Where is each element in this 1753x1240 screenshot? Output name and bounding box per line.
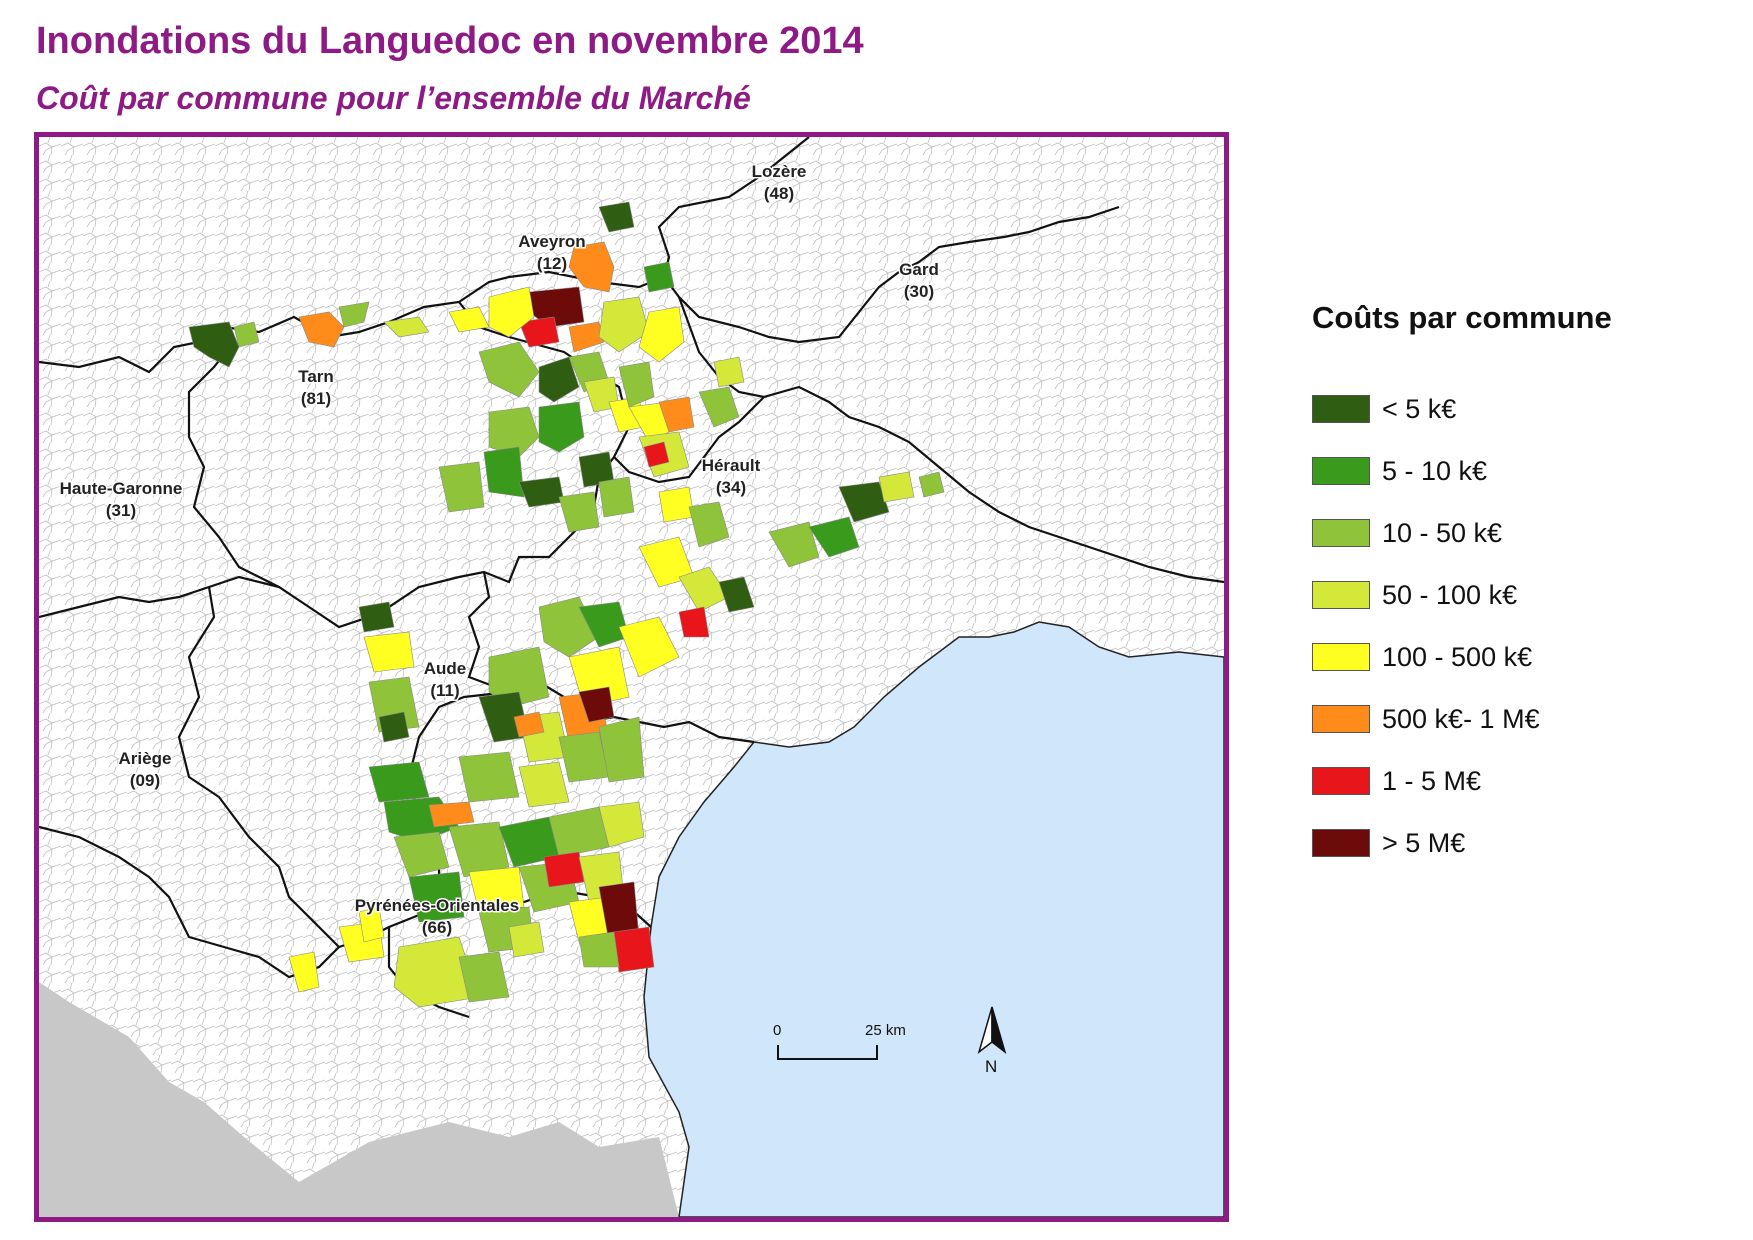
legend-swatch bbox=[1312, 643, 1370, 671]
legend-swatch bbox=[1312, 581, 1370, 609]
dept-code-lozere: (48) bbox=[764, 184, 794, 203]
scale-bar: 0 25 km bbox=[773, 1022, 906, 1060]
legend-swatch bbox=[1312, 705, 1370, 733]
dept-label-lozere: Lozère bbox=[752, 162, 807, 181]
dept-label-tarn: Tarn bbox=[298, 367, 334, 386]
legend-title: Coûts par commune bbox=[1312, 300, 1612, 335]
outside-area bbox=[39, 982, 679, 1217]
legend-swatch bbox=[1312, 395, 1370, 423]
dept-label-ariege: Ariège bbox=[119, 749, 172, 768]
dept-code-aude: (11) bbox=[430, 681, 459, 700]
commune-cost-patches bbox=[188, 201, 945, 1008]
legend: Coûts par commune < 5 k€ 5 - 10 k€ 10 - … bbox=[1312, 300, 1612, 874]
map-canvas: Lozère (48) Aveyron (12) Gard (30) Tarn … bbox=[39, 137, 1224, 1217]
legend-label: 10 - 50 k€ bbox=[1382, 517, 1503, 548]
dept-code-gard: (30) bbox=[904, 282, 934, 301]
legend-item: 5 - 10 k€ bbox=[1312, 440, 1612, 502]
legend-label: 1 - 5 M€ bbox=[1382, 765, 1482, 796]
legend-item: 50 - 100 k€ bbox=[1312, 564, 1612, 626]
north-arrow-icon: N bbox=[977, 1006, 1007, 1076]
legend-item: 10 - 50 k€ bbox=[1312, 502, 1612, 564]
legend-swatch bbox=[1312, 767, 1370, 795]
legend-swatch bbox=[1312, 457, 1370, 485]
sea-area bbox=[643, 621, 1224, 1217]
dept-label-haute-garonne: Haute-Garonne bbox=[60, 479, 183, 498]
dept-label-aveyron: Aveyron bbox=[518, 232, 585, 251]
dept-code-aveyron: (12) bbox=[537, 254, 567, 273]
dept-code-herault: (34) bbox=[716, 478, 746, 497]
dept-label-herault: Hérault bbox=[702, 456, 761, 475]
legend-label: 500 k€- 1 M€ bbox=[1382, 703, 1540, 734]
legend-item: 500 k€- 1 M€ bbox=[1312, 688, 1612, 750]
dept-code-haute-garonne: (31) bbox=[106, 501, 136, 520]
legend-item: > 5 M€ bbox=[1312, 812, 1612, 874]
dept-label-aude: Aude bbox=[424, 659, 467, 678]
legend-label: > 5 M€ bbox=[1382, 827, 1466, 858]
legend-swatch bbox=[1312, 519, 1370, 547]
dept-code-tarn: (81) bbox=[301, 389, 331, 408]
map-frame: Lozère (48) Aveyron (12) Gard (30) Tarn … bbox=[34, 132, 1229, 1222]
legend-item: < 5 k€ bbox=[1312, 378, 1612, 440]
legend-label: 5 - 10 k€ bbox=[1382, 455, 1488, 486]
dept-code-ariege: (09) bbox=[130, 771, 160, 790]
dept-label-gard: Gard bbox=[899, 260, 939, 279]
legend-swatch bbox=[1312, 829, 1370, 857]
dept-code-pyrenees-orientales: (66) bbox=[422, 918, 452, 937]
scale-start-label: 0 bbox=[773, 1022, 781, 1039]
scale-end-label: 25 km bbox=[865, 1022, 906, 1039]
legend-label: 100 - 500 k€ bbox=[1382, 641, 1533, 672]
legend-label: 50 - 100 k€ bbox=[1382, 579, 1518, 610]
legend-label: < 5 k€ bbox=[1382, 393, 1457, 424]
legend-item: 100 - 500 k€ bbox=[1312, 626, 1612, 688]
legend-item: 1 - 5 M€ bbox=[1312, 750, 1612, 812]
map-subtitle: Coût par commune pour l’ensemble du Marc… bbox=[36, 80, 751, 116]
map-title: Inondations du Languedoc en novembre 201… bbox=[36, 20, 864, 62]
department-labels: Lozère (48) Aveyron (12) Gard (30) Tarn … bbox=[58, 161, 940, 939]
dept-label-pyrenees-orientales: Pyrénées-Orientales bbox=[355, 896, 519, 915]
north-label: N bbox=[985, 1057, 997, 1076]
